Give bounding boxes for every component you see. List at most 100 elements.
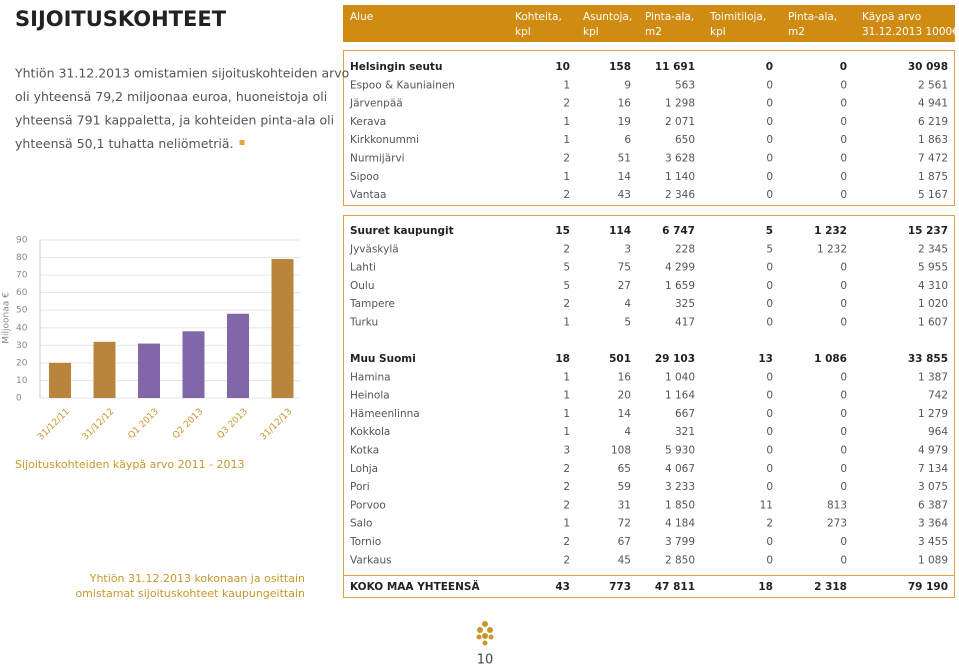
table-cell: Kotka xyxy=(350,445,379,457)
table-header: Asuntoja, xyxy=(583,11,632,23)
table-cell: 2 xyxy=(563,189,570,201)
grand-total-cell: 47 811 xyxy=(655,581,695,593)
table-cell: 5 930 xyxy=(665,445,695,457)
table-cell: 0 xyxy=(840,262,847,274)
group-box xyxy=(343,50,955,206)
table-cell: 0 xyxy=(766,554,773,566)
table-header: Toimitiloja, xyxy=(709,11,766,23)
table-header: Pinta-ala, xyxy=(645,11,694,23)
table-cell: 5 xyxy=(766,243,773,255)
intro-line: Yhtiön 31.12.2013 omistamien sijoituskoh… xyxy=(14,66,349,81)
table-cell: 1 863 xyxy=(918,134,948,146)
table-cell: Kirkkonummi xyxy=(350,134,419,146)
table-cell: 1 xyxy=(563,390,570,402)
table-cell: 5 xyxy=(563,280,570,292)
table-cell: 742 xyxy=(928,390,948,402)
table-cell: 108 xyxy=(611,445,631,457)
table-cell: Nurmijärvi xyxy=(350,153,405,165)
table-cell: Salo xyxy=(350,518,372,530)
table-cell: Jyväskylä xyxy=(349,243,399,255)
table-cell: 0 xyxy=(766,371,773,383)
table-header: kpl xyxy=(515,26,531,38)
table-cell: 0 xyxy=(766,463,773,475)
table-cell: 6 387 xyxy=(918,499,948,511)
table-cell: 4 067 xyxy=(665,463,695,475)
table-cell: 650 xyxy=(675,134,695,146)
table-cell: 0 xyxy=(840,445,847,457)
logo-icon xyxy=(476,621,494,646)
table-cell: 1 xyxy=(563,426,570,438)
bar xyxy=(271,258,294,398)
group-box xyxy=(343,215,955,598)
table-cell: Kokkola xyxy=(350,426,390,438)
table-cell: 2 xyxy=(563,554,570,566)
table-cell: 11 xyxy=(760,499,773,511)
group-total-cell: 114 xyxy=(609,225,631,237)
table-cell: Vantaa xyxy=(350,189,386,201)
table-cell: 1 089 xyxy=(918,554,948,566)
table-cell: 667 xyxy=(675,408,695,420)
table-cell: 7 134 xyxy=(918,463,948,475)
table-cell: 31 xyxy=(618,499,631,511)
table-cell: Sipoo xyxy=(350,171,379,183)
table-cell: 3 628 xyxy=(665,153,695,165)
table-cell: 0 xyxy=(766,98,773,110)
y-tick-label: 70 xyxy=(16,271,28,281)
group-total-cell: 0 xyxy=(766,61,773,73)
table-cell: Hamina xyxy=(350,371,391,383)
table-cell: 5 xyxy=(563,262,570,274)
table-cell: 3 075 xyxy=(918,481,948,493)
x-tick-label: 31/12/12 xyxy=(81,407,117,443)
table-cell: 2 346 xyxy=(665,189,695,201)
table-cell: 2 xyxy=(563,481,570,493)
table-cell: Lohja xyxy=(350,463,378,475)
table-cell: 72 xyxy=(618,518,631,530)
table-cell: 1 298 xyxy=(665,98,695,110)
table-cell: 65 xyxy=(618,463,631,475)
table-cell: 1 279 xyxy=(918,408,948,420)
table-cell: 0 xyxy=(766,153,773,165)
table-cell: 2 345 xyxy=(918,243,948,255)
table-cell: Tornio xyxy=(349,536,381,548)
table-cell: 2 xyxy=(563,153,570,165)
group-total-cell: 5 xyxy=(766,225,773,237)
table-cell: 0 xyxy=(840,463,847,475)
bar xyxy=(227,313,249,398)
group-total-cell: Suuret kaupungit xyxy=(350,225,454,237)
group-total-cell: 501 xyxy=(609,353,631,365)
group-total-cell: 15 237 xyxy=(908,225,948,237)
group-total-cell: Muu Suomi xyxy=(350,353,416,365)
table-cell: 321 xyxy=(675,426,695,438)
table-cell: 1 xyxy=(563,171,570,183)
bar xyxy=(182,331,205,398)
group-total-cell: 6 747 xyxy=(662,225,695,237)
table-header: m2 xyxy=(788,26,805,38)
table-cell: 2 xyxy=(563,243,570,255)
intro-line: yhteensä 50,1 tuhatta neliömetriä. xyxy=(15,136,234,151)
y-tick-label: 50 xyxy=(16,306,28,316)
table-cell: 5 955 xyxy=(918,262,948,274)
table-cell: 0 xyxy=(766,298,773,310)
y-tick-label: 60 xyxy=(16,288,28,298)
bullet xyxy=(239,140,245,145)
table-cell: 2 xyxy=(563,298,570,310)
grand-total-cell: 18 xyxy=(758,581,773,593)
table-cell: 67 xyxy=(618,536,631,548)
table-cell: 1 xyxy=(563,79,570,91)
intro-line: oli yhteensä 79,2 miljoonaa euroa, huone… xyxy=(15,89,327,104)
table-cell: Porvoo xyxy=(350,499,386,511)
table-cell: 0 xyxy=(840,79,847,91)
table-cell: 5 167 xyxy=(918,189,948,201)
table-cell: 0 xyxy=(840,371,847,383)
table-cell: 0 xyxy=(840,390,847,402)
x-tick-label: 31/12/11 xyxy=(36,407,72,443)
table-cell: 1 040 xyxy=(665,371,695,383)
table-cell: 2 xyxy=(563,536,570,548)
table-cell: 0 xyxy=(766,134,773,146)
table-cell: 1 xyxy=(563,116,570,128)
table-cell: 0 xyxy=(766,262,773,274)
table-cell: Pori xyxy=(350,481,370,493)
table-cell: 273 xyxy=(827,518,847,530)
table-header: 31.12.2013 1000€ xyxy=(862,26,959,38)
table-cell: 0 xyxy=(840,134,847,146)
